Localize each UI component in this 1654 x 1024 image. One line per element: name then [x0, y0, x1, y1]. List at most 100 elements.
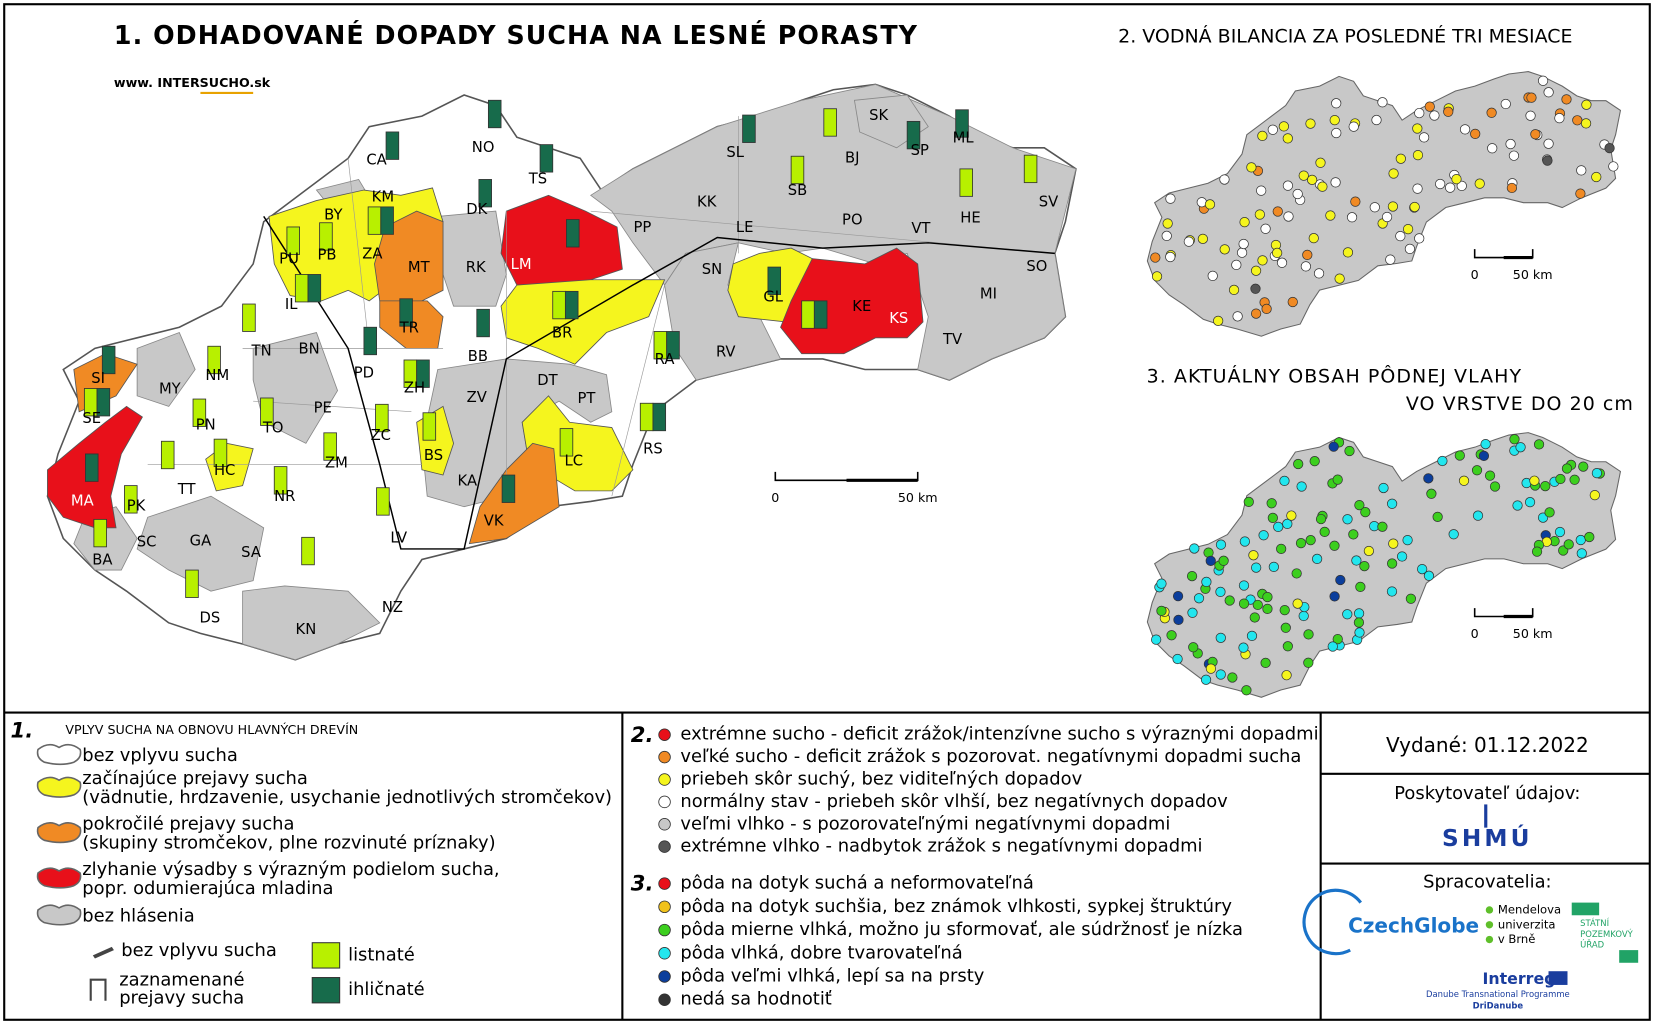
station-dot	[1405, 593, 1417, 604]
bar-deciduous	[192, 398, 207, 427]
district-label: KK	[697, 194, 717, 211]
station-dot	[1282, 641, 1293, 652]
country-outline-small	[1146, 432, 1622, 698]
station-dot	[1305, 535, 1316, 546]
station-dot	[1544, 507, 1555, 518]
bar-deciduous	[367, 206, 382, 235]
station-dot	[1307, 174, 1318, 185]
station-dot	[1262, 603, 1273, 614]
station-dot	[1293, 458, 1304, 470]
station-dot	[1238, 642, 1249, 653]
station-dot	[1395, 231, 1406, 242]
district-label: PK	[127, 498, 146, 515]
station-dot	[1251, 562, 1262, 573]
district-label: TR	[399, 319, 419, 336]
station-dot	[1224, 595, 1235, 606]
station-dot	[1509, 434, 1520, 445]
district-label: MT	[408, 259, 431, 276]
bar-coniferous	[85, 453, 99, 482]
station-dot	[1348, 529, 1359, 540]
station-dot	[1386, 586, 1398, 597]
station-dot	[1563, 539, 1574, 550]
legend-dot	[658, 728, 671, 741]
bar-deciduous	[242, 303, 256, 332]
station-dot	[1218, 555, 1229, 566]
station-dot	[1303, 629, 1314, 640]
station-dot	[1418, 132, 1430, 143]
station-dot	[1266, 498, 1277, 509]
district-label: DK	[466, 201, 487, 218]
station-dot	[1241, 685, 1252, 696]
station-dot	[1315, 157, 1326, 168]
bar-coniferous	[476, 308, 490, 338]
station-dot	[1417, 563, 1428, 575]
station-dot	[1348, 121, 1359, 132]
station-dot	[1526, 92, 1537, 103]
legend-text: normálny stav - priebeh skôr vlhší, bez …	[680, 791, 1228, 812]
station-dot	[1282, 180, 1294, 191]
legend-dot	[658, 923, 671, 937]
scale-label: 0	[1471, 267, 1479, 282]
legend-dot	[658, 840, 671, 853]
station-dot	[1330, 177, 1341, 188]
station-dot	[1260, 223, 1271, 234]
legend-text: bez hlásenia	[82, 905, 194, 926]
station-dot	[1252, 599, 1263, 611]
district-label: SA	[241, 544, 261, 561]
region-no-report	[242, 585, 381, 661]
station-dot	[1335, 574, 1346, 586]
station-dot	[1219, 244, 1230, 255]
district-label: ZM	[325, 454, 348, 471]
bar-deciduous	[376, 487, 390, 516]
station-dot	[1328, 441, 1339, 452]
station-dot	[1250, 265, 1262, 276]
provider-label: Poskytovateľ údajov:	[1394, 783, 1580, 804]
station-dot	[1172, 653, 1183, 665]
bar-deciduous	[207, 345, 221, 375]
bar-deciduous	[93, 518, 107, 548]
station-dot	[1451, 174, 1462, 185]
station-dot	[1396, 551, 1408, 562]
symbol-effect	[89, 978, 107, 1001]
station-dot	[1302, 249, 1313, 260]
station-dot	[1402, 223, 1414, 235]
logo-interreg: DriDanube	[1473, 1001, 1524, 1011]
district-label: BN	[298, 340, 319, 357]
bar-coniferous	[385, 131, 400, 160]
district-label: PP	[633, 219, 651, 236]
bar-coniferous	[564, 290, 579, 320]
district-label: SV	[1039, 194, 1058, 211]
station-dot	[1267, 512, 1278, 524]
district-label: PN	[196, 416, 216, 433]
district-label: MY	[159, 381, 182, 398]
station-dot	[1331, 98, 1342, 109]
station-dot	[1279, 605, 1290, 616]
eu-flag	[1548, 971, 1568, 985]
legend-text: ihličnaté	[348, 979, 425, 1000]
station-dot	[1236, 247, 1248, 258]
station-dot	[1412, 150, 1424, 161]
region-no-report	[136, 331, 196, 407]
station-dot	[1249, 612, 1260, 623]
bar-coniferous	[742, 114, 756, 143]
station-dot	[1257, 130, 1268, 142]
station-dot	[1424, 101, 1435, 112]
station-dot	[1151, 634, 1162, 645]
bar-coniferous	[478, 179, 492, 208]
bar-coniferous	[416, 359, 430, 388]
region-no-report	[136, 495, 265, 592]
legend-text: nedá sa hodnotiť	[680, 989, 831, 1010]
station-dot	[1271, 247, 1283, 259]
legend-dot	[658, 877, 671, 890]
station-dot	[1448, 529, 1459, 540]
station-dot	[1254, 209, 1265, 220]
station-dot	[1474, 178, 1485, 189]
district-label: NO	[472, 139, 495, 156]
station-dot	[1276, 257, 1288, 268]
bar-deciduous	[422, 412, 437, 441]
legend-text: (vädnutie, hrdzavenie, usychanie jednotl…	[82, 787, 612, 808]
symbol-none	[92, 946, 114, 959]
district-label: DS	[200, 610, 221, 627]
legend-text: priebeh skôr suchý, bez viditeľných dopa…	[680, 769, 1082, 790]
logo-dot	[1485, 935, 1494, 944]
